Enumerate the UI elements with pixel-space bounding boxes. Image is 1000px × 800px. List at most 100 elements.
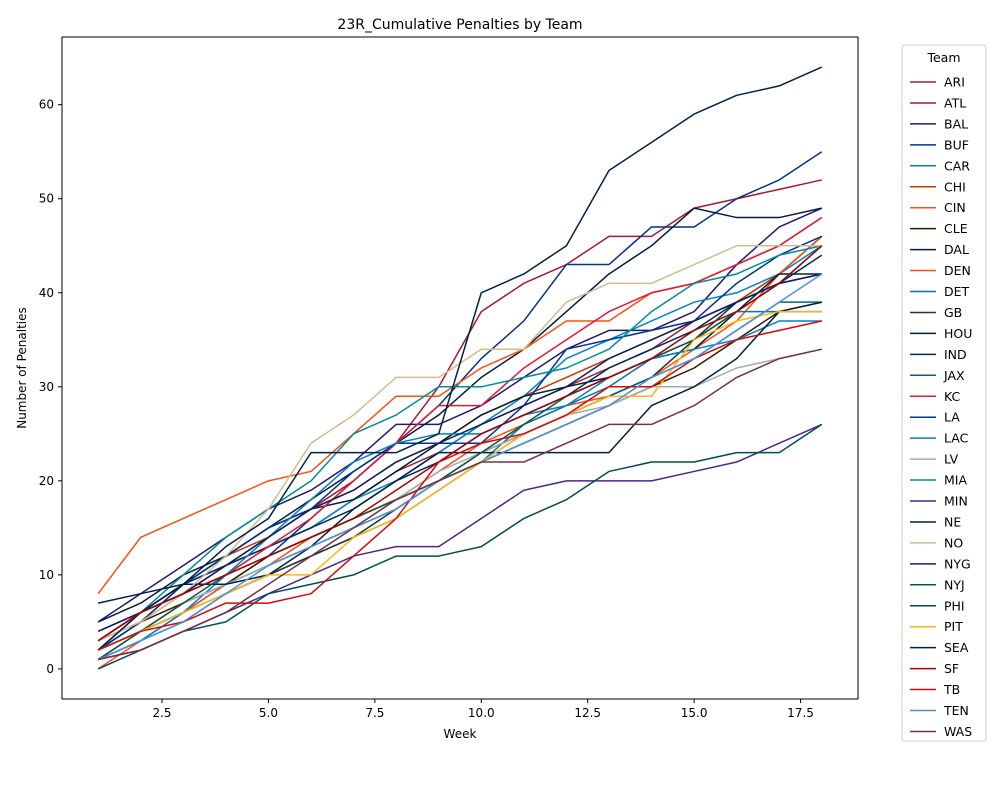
legend-label: BAL (944, 116, 968, 131)
legend-label: LV (944, 452, 959, 467)
legend-label: WAS (944, 724, 972, 739)
series-line-cin (97, 235, 823, 670)
y-tick-label: 20 (39, 474, 54, 488)
legend: Team ARI ATL BAL BUF CAR CHI CIN CLE DAL DEN DET GB… (901, 44, 987, 742)
y-tick-label: 30 (39, 380, 54, 394)
legend-entry-was: WAS (910, 724, 972, 739)
legend-label: GB (944, 305, 962, 320)
series-line-nyj (97, 245, 823, 661)
legend-label: PIT (944, 619, 963, 634)
series-line-phi (97, 423, 823, 670)
legend-entry-nyg: NYG (910, 556, 971, 571)
legend-entry-chi: CHI (910, 179, 966, 194)
legend-box (901, 44, 987, 742)
series-layer (97, 66, 823, 670)
series-line-buf (97, 151, 823, 651)
chart-title: 23R_Cumulative Penalties by Team (337, 17, 582, 33)
legend-label: ARI (944, 75, 965, 90)
legend-label: HOU (944, 326, 972, 341)
legend-entry-mia: MIA (910, 473, 967, 488)
legend-entry-ne: NE (910, 514, 961, 529)
legend-title: Team (926, 50, 960, 65)
legend-entry-la: LA (910, 410, 960, 425)
legend-entry-gb: GB (910, 305, 962, 320)
legend-entry-sea: SEA (910, 640, 969, 655)
x-axis-label: Week (444, 727, 477, 741)
series-line-pit (97, 310, 822, 651)
legend-label: IND (944, 347, 967, 362)
legend-label: NYJ (944, 577, 965, 592)
legend-entry-cle: CLE (910, 221, 968, 236)
series-line-dal (97, 207, 822, 623)
legend-label: CIN (944, 200, 966, 215)
legend-entry-lv: LV (910, 452, 959, 467)
x-tick-label: 10.0 (468, 706, 495, 720)
legend-entry-tb: TB (910, 682, 960, 697)
y-axis: 0 10 20 30 40 50 60 (39, 98, 62, 676)
legend-label: DEN (944, 263, 971, 278)
plot-frame (61, 36, 859, 700)
legend-label: SEA (944, 640, 969, 655)
legend-label: CAR (944, 158, 970, 173)
legend-entries: ARI ATL BAL BUF CAR CHI CIN CLE DAL DEN DET GB HOU IN… (910, 75, 972, 739)
series-line-lv (97, 348, 822, 651)
legend-label: DET (944, 284, 970, 299)
legend-entry-phi: PHI (910, 598, 965, 613)
legend-entry-jax: JAX (910, 368, 965, 383)
legend-entry-bal: BAL (910, 116, 968, 131)
legend-label: SF (944, 661, 959, 676)
y-axis-label: Number of Penalties (15, 307, 29, 429)
legend-entry-hou: HOU (910, 326, 972, 341)
legend-entry-no: NO (910, 535, 963, 550)
legend-entry-buf: BUF (910, 137, 969, 152)
legend-entry-sf: SF (910, 661, 959, 676)
legend-entry-min: MIN (910, 494, 968, 509)
series-line-mia (97, 245, 822, 651)
legend-label: JAX (943, 368, 965, 383)
legend-entry-atl: ATL (910, 95, 966, 110)
legend-label: NO (944, 535, 963, 550)
series-line-sf (97, 245, 823, 642)
legend-label: CHI (944, 179, 966, 194)
series-line-nyg (97, 273, 822, 632)
series-line-min (98, 423, 823, 661)
legend-label: LA (944, 410, 960, 425)
series-line-tb (97, 320, 822, 651)
series-line-la (97, 235, 823, 651)
legend-label: KC (944, 389, 961, 404)
legend-label: NYG (944, 556, 971, 571)
plot-area: 2.5 5.0 7.5 10.0 12.5 15.0 17.5 0 10 20 30 40 50 60 (39, 36, 859, 720)
series-line-sea (97, 66, 823, 651)
legend-entry-cin: CIN (910, 200, 966, 215)
legend-label: NE (944, 514, 961, 529)
legend-entry-ari: ARI (910, 75, 965, 90)
legend-entry-dal: DAL (910, 242, 969, 257)
y-tick-label: 10 (39, 568, 54, 582)
legend-entry-car: CAR (910, 158, 970, 173)
legend-label: DAL (944, 242, 969, 257)
y-tick-label: 50 (39, 192, 54, 206)
legend-entry-ten: TEN (910, 703, 969, 718)
x-axis: 2.5 5.0 7.5 10.0 12.5 15.0 17.5 (152, 699, 814, 720)
legend-label: TB (943, 682, 960, 697)
y-tick-label: 60 (39, 98, 54, 112)
legend-entry-den: DEN (910, 263, 971, 278)
legend-label: PHI (944, 598, 965, 613)
legend-label: BUF (944, 137, 969, 152)
legend-label: LAC (944, 431, 969, 446)
series-line-bal (97, 207, 823, 623)
legend-label: MIN (944, 494, 968, 509)
y-tick-label: 0 (46, 662, 54, 676)
series-line-lac (97, 320, 822, 661)
x-tick-label: 2.5 (152, 706, 171, 720)
x-tick-label: 12.5 (574, 706, 601, 720)
legend-entry-nyj: NYJ (910, 577, 965, 592)
x-tick-label: 15.0 (681, 706, 708, 720)
x-tick-label: 7.5 (365, 706, 384, 720)
legend-label: MIA (944, 473, 967, 488)
legend-entry-ind: IND (910, 347, 967, 362)
x-tick-label: 5.0 (259, 706, 278, 720)
legend-entry-pit: PIT (910, 619, 963, 634)
